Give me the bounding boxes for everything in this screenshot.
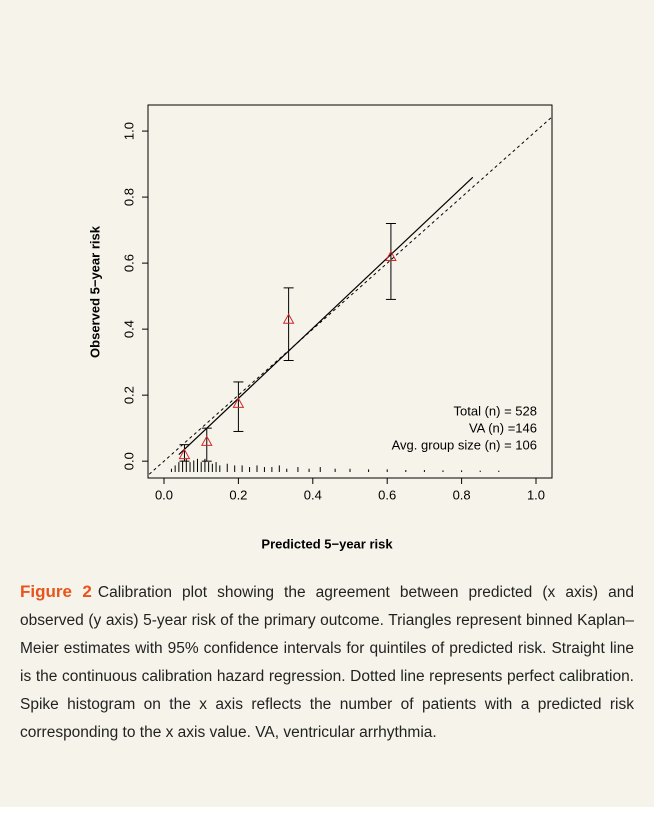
x-tick-label: 0.0 (155, 487, 173, 502)
x-tick-label: 0.6 (378, 487, 396, 502)
calibration-line (178, 176, 474, 456)
chart: Predicted 5−year risk Observed 5−year ri… (87, 104, 553, 551)
triangle (232, 397, 245, 408)
plot-box (147, 104, 553, 479)
caption-text: Calibration plot showing the agreement b… (20, 584, 634, 741)
y-tick-label: 1.0 (121, 122, 136, 140)
plot-area (148, 116, 552, 477)
caption-label: Figure 2 (20, 582, 92, 601)
y-tick-label: 0.0 (121, 452, 136, 470)
x-tick-label: 0.8 (453, 487, 471, 502)
y-tick-label: 0.6 (121, 254, 136, 272)
triangle (200, 435, 213, 446)
triangle (282, 313, 295, 324)
caption: Figure 2 Calibration plot showing the agr… (20, 578, 634, 747)
triangle (178, 448, 191, 460)
figure: Predicted 5−year risk Observed 5−year ri… (0, 0, 654, 807)
x-tick-label: 0.4 (304, 487, 322, 502)
x-axis-title: Predicted 5−year risk (261, 536, 393, 551)
y-tick-label: 0.2 (121, 386, 136, 404)
annotation: Total (n) = 528 (454, 403, 537, 418)
annotation: VA (n) =146 (469, 420, 537, 435)
triangle (385, 250, 397, 262)
y-tick-label: 0.8 (121, 188, 136, 206)
annotation: Avg. group size (n) = 106 (392, 437, 537, 452)
y-axis-title: Observed 5−year risk (87, 225, 102, 358)
x-tick-label: 0.2 (229, 487, 247, 502)
y-tick-label: 0.4 (121, 320, 136, 338)
x-tick-label: 1.0 (527, 487, 545, 502)
